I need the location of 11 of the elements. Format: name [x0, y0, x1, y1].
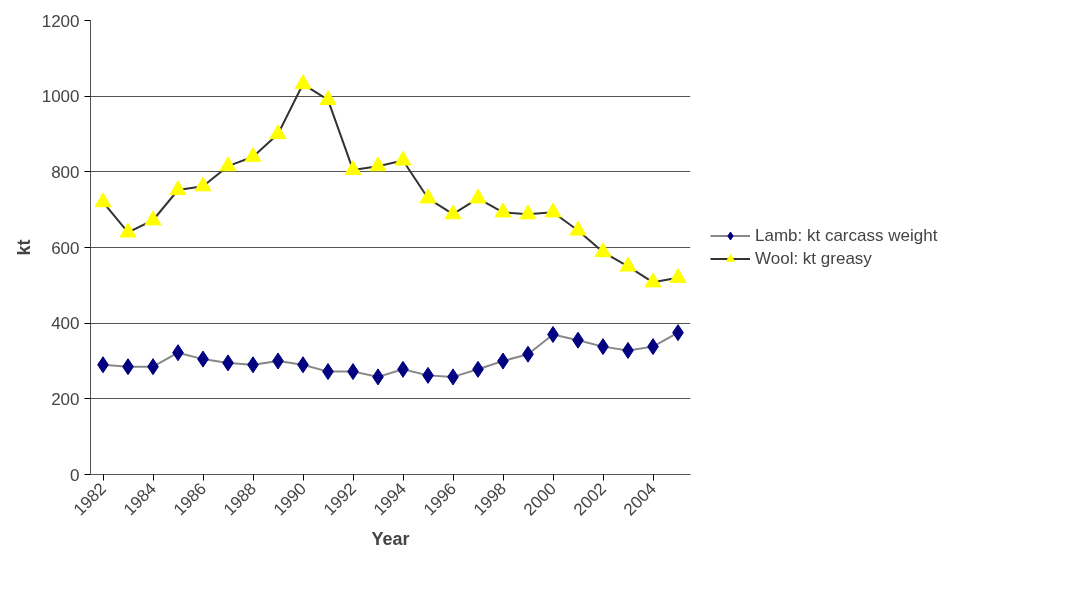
- y-tick-label: 400: [51, 314, 80, 334]
- x-axis-title: Year: [371, 528, 410, 549]
- legend-label: Lamb: kt carcass weight: [755, 225, 938, 246]
- y-tick-label: 200: [51, 389, 80, 409]
- legend-label: Wool: kt greasy: [755, 248, 872, 269]
- y-tick-label: 800: [51, 162, 80, 182]
- y-tick-label: 1200: [41, 11, 80, 31]
- y-tick-label: 600: [51, 238, 80, 258]
- y-tick-label: 1000: [41, 87, 80, 107]
- y-tick-label: 0: [70, 465, 80, 485]
- y-axis-title: kt: [13, 239, 34, 256]
